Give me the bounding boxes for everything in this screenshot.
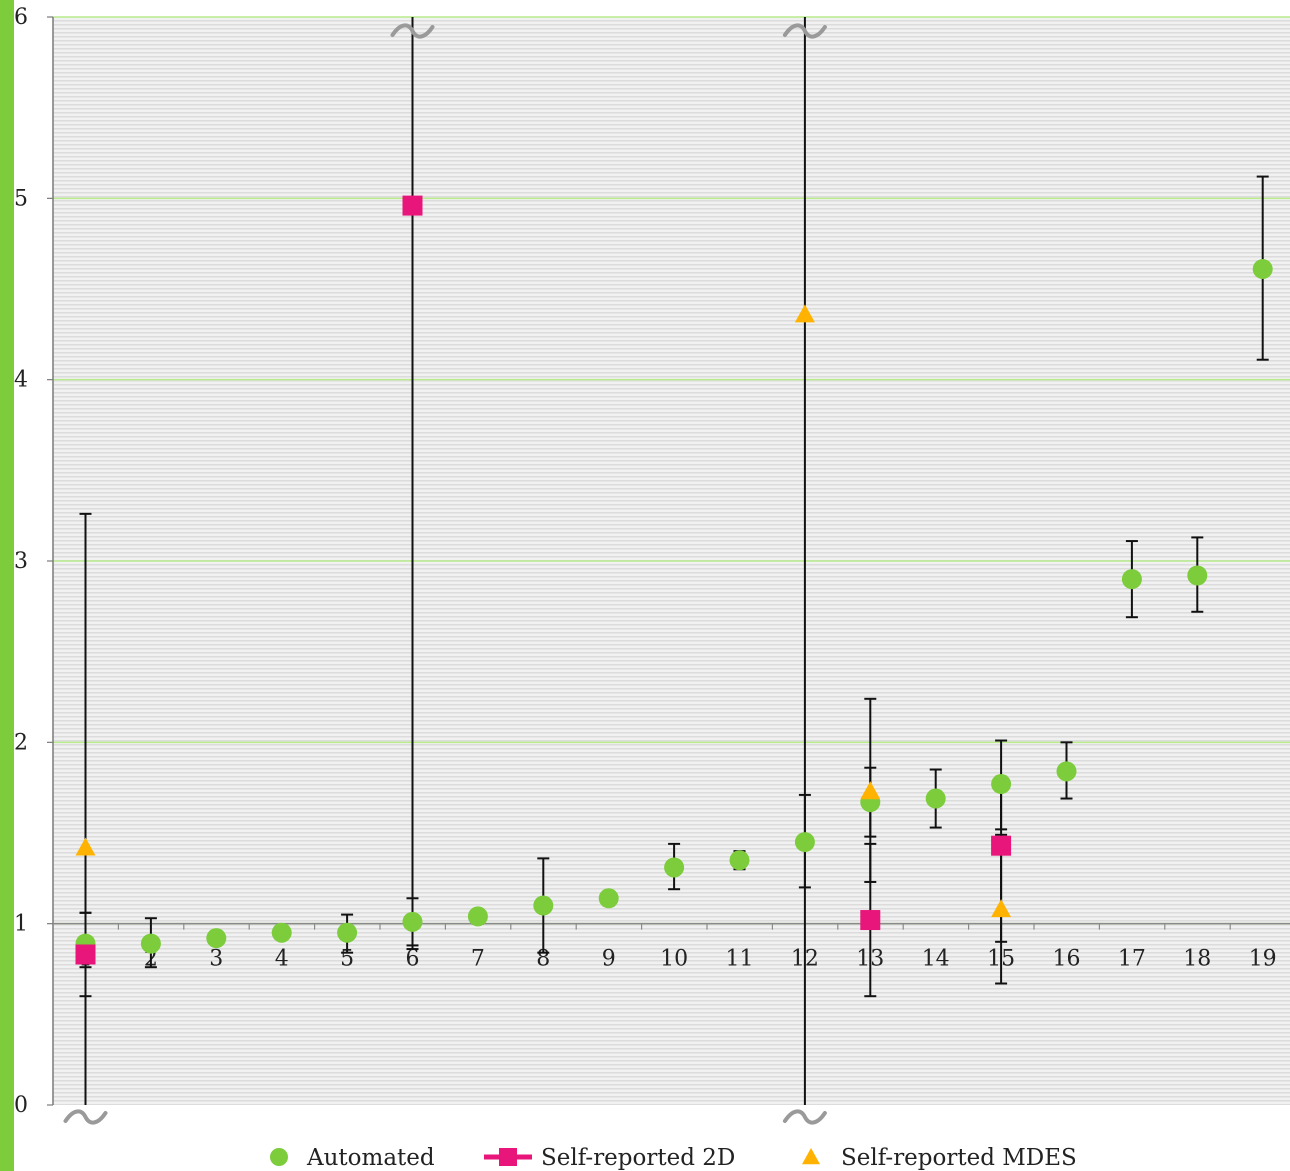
x-tick-label: 14 xyxy=(922,947,950,972)
y-tick-label: 0 xyxy=(14,1093,28,1118)
axis-break-mark xyxy=(390,23,435,39)
y-tick-label: 1 xyxy=(14,912,28,937)
marker-circle xyxy=(1252,259,1273,280)
x-tick-label: 19 xyxy=(1249,947,1277,972)
x-tick-label: 16 xyxy=(1053,947,1081,972)
x-tick-label: 18 xyxy=(1183,947,1211,972)
marker-circle xyxy=(925,788,946,809)
legend-label: Self-reported MDES xyxy=(841,1145,1077,1171)
marker-circle xyxy=(1056,761,1077,782)
marker-square xyxy=(860,910,881,931)
axis-break-marks xyxy=(63,23,827,1125)
marker-triangle xyxy=(75,837,96,856)
chart-left-accent-bar xyxy=(0,0,14,1171)
marker-triangle xyxy=(794,304,815,323)
x-tick-label: 10 xyxy=(660,947,688,972)
marker-square xyxy=(991,835,1012,856)
marker-circle xyxy=(533,895,554,916)
x-tick-label: 9 xyxy=(602,947,616,972)
marker-square xyxy=(75,944,96,965)
axis-break-mark xyxy=(782,1109,827,1125)
legend-marker-square xyxy=(499,1148,517,1166)
marker-triangle xyxy=(991,899,1012,918)
marker-circle xyxy=(664,857,685,878)
marker-circle xyxy=(337,922,358,943)
marker-circle xyxy=(794,832,815,853)
x-tick-label: 7 xyxy=(471,947,485,972)
y-tick-label: 6 xyxy=(14,5,28,30)
legend-label: Self-reported 2D xyxy=(541,1145,735,1171)
x-tick-label: 6 xyxy=(406,947,420,972)
y-tick-label: 5 xyxy=(14,186,28,211)
marker-circle xyxy=(467,906,488,927)
marker-circle xyxy=(991,774,1012,795)
marker-circle xyxy=(206,928,227,949)
y-tick-label: 4 xyxy=(14,368,28,393)
legend-label: Automated xyxy=(306,1145,435,1171)
axis-break-mark xyxy=(63,1109,108,1125)
marker-triangle xyxy=(860,781,881,800)
marker-square xyxy=(402,195,423,216)
legend-marker-circle xyxy=(270,1148,288,1166)
legend-marker-triangle xyxy=(802,1148,820,1165)
y-tick-label: 2 xyxy=(14,730,28,755)
marker-circle xyxy=(140,933,161,954)
marker-circle xyxy=(598,888,619,909)
x-tick-label: 3 xyxy=(209,947,223,972)
axis-break-mark xyxy=(782,23,827,39)
data-markers xyxy=(75,195,1273,965)
marker-circle xyxy=(729,850,750,871)
marker-circle xyxy=(1187,565,1208,586)
marker-circle xyxy=(271,922,292,943)
marker-circle xyxy=(1121,569,1142,590)
x-tick-label: 4 xyxy=(275,947,289,972)
x-tick-label: 17 xyxy=(1118,947,1146,972)
legend: Automated Self-reported 2D Self-reported M… xyxy=(270,1145,1077,1171)
x-tick-label: 11 xyxy=(726,947,754,972)
y-tick-label: 3 xyxy=(14,549,28,574)
marker-circle xyxy=(402,911,423,932)
